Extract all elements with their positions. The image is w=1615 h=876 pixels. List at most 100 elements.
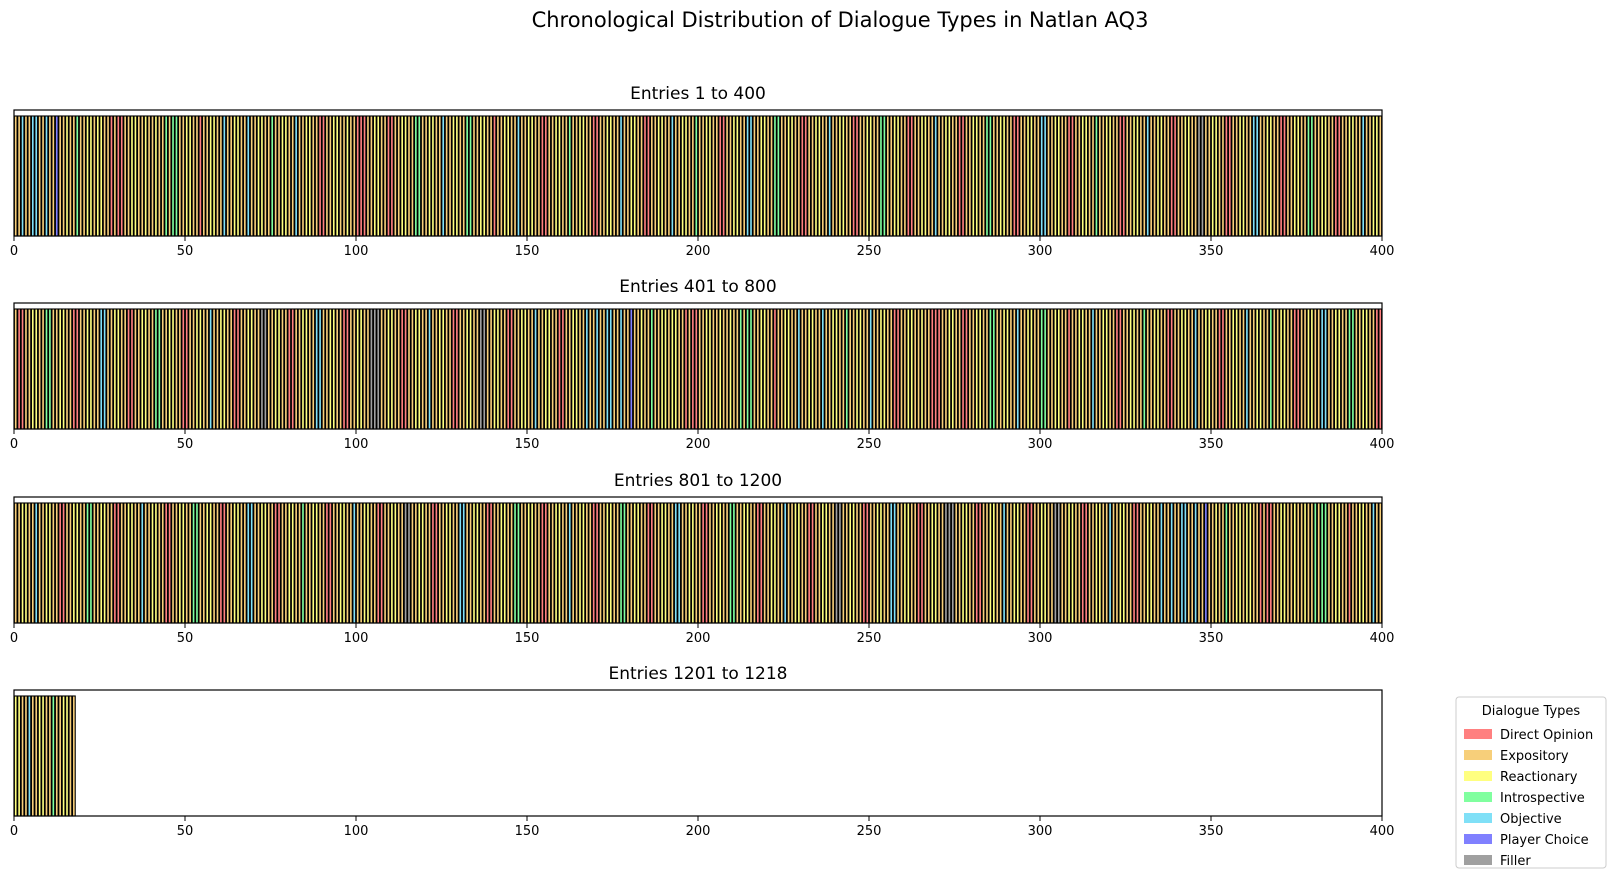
bar <box>1019 308 1024 430</box>
bar <box>875 502 880 624</box>
bar <box>1374 502 1379 624</box>
bar <box>283 502 288 624</box>
bar <box>1354 115 1359 237</box>
bar <box>1056 502 1061 624</box>
bar <box>988 308 993 430</box>
bar <box>1282 502 1287 624</box>
x-tick-label: 150 <box>515 437 540 452</box>
bar <box>212 115 216 237</box>
bar <box>629 502 634 624</box>
bar <box>704 502 709 624</box>
bar <box>694 502 699 624</box>
bar <box>1169 502 1174 624</box>
bar <box>30 115 35 237</box>
bar <box>649 308 654 430</box>
bar <box>1173 115 1178 237</box>
bar <box>1190 115 1195 237</box>
bar <box>540 308 545 430</box>
bar <box>184 308 189 430</box>
bar <box>1043 308 1048 430</box>
bar <box>266 115 271 237</box>
bar <box>543 308 548 430</box>
bar <box>1241 502 1246 624</box>
bar <box>437 115 442 237</box>
bar <box>154 115 158 237</box>
bar <box>54 308 59 430</box>
bar <box>1084 502 1089 624</box>
bar <box>413 502 418 624</box>
bar <box>947 308 952 430</box>
bar <box>342 502 346 624</box>
bar <box>263 308 268 430</box>
bar <box>205 502 210 624</box>
bar <box>1361 308 1366 430</box>
bar <box>1005 308 1010 430</box>
bar <box>201 115 206 237</box>
bar <box>762 115 767 237</box>
x-tick-label: 250 <box>857 437 882 452</box>
bar <box>270 115 275 237</box>
bar <box>208 308 213 430</box>
x-tick-label: 100 <box>344 244 369 259</box>
bar <box>1118 115 1123 237</box>
bar <box>1200 308 1205 430</box>
bar <box>1248 502 1253 624</box>
bar <box>632 308 637 430</box>
bar <box>342 115 346 237</box>
bar <box>1162 115 1167 237</box>
bar <box>530 502 535 624</box>
bar <box>37 695 42 817</box>
bar <box>427 308 432 430</box>
bar <box>820 308 825 430</box>
bar <box>793 502 798 624</box>
bar <box>352 502 357 624</box>
bar <box>407 308 411 430</box>
bar <box>684 308 688 430</box>
bar <box>1210 115 1215 237</box>
bar <box>1224 308 1229 430</box>
bar <box>468 115 473 237</box>
bar <box>615 308 620 430</box>
bar <box>420 115 425 237</box>
bar <box>1091 115 1095 237</box>
bar <box>1244 502 1249 624</box>
bar <box>745 115 750 237</box>
bar <box>218 502 223 624</box>
bar <box>1289 308 1294 430</box>
bar <box>1142 115 1147 237</box>
chart-title: Chronological Distribution of Dialogue T… <box>531 8 1149 32</box>
bar <box>523 115 528 237</box>
bar <box>779 308 784 430</box>
bar <box>557 115 562 237</box>
bar <box>509 502 514 624</box>
bar <box>260 308 264 430</box>
bar <box>961 115 965 237</box>
bar <box>742 115 747 237</box>
bar <box>697 502 702 624</box>
bar <box>933 308 938 430</box>
bar <box>670 502 675 624</box>
bar <box>625 502 630 624</box>
bar <box>366 502 370 624</box>
bar <box>34 308 39 430</box>
bar <box>981 502 986 624</box>
bar <box>263 502 268 624</box>
bar <box>1272 115 1277 237</box>
bar <box>1135 115 1140 237</box>
bar <box>1241 308 1246 430</box>
bar <box>612 308 617 430</box>
bar <box>150 502 155 624</box>
bar <box>790 115 794 237</box>
bar <box>13 502 18 624</box>
bar <box>1327 308 1331 430</box>
bar <box>1275 308 1280 430</box>
bar <box>236 308 240 430</box>
bar <box>533 308 538 430</box>
bar <box>383 308 387 430</box>
bar <box>427 115 432 237</box>
bar <box>133 308 138 430</box>
bar <box>92 502 97 624</box>
x-tick-label: 100 <box>344 437 369 452</box>
bar <box>44 115 49 237</box>
bar <box>1292 502 1297 624</box>
